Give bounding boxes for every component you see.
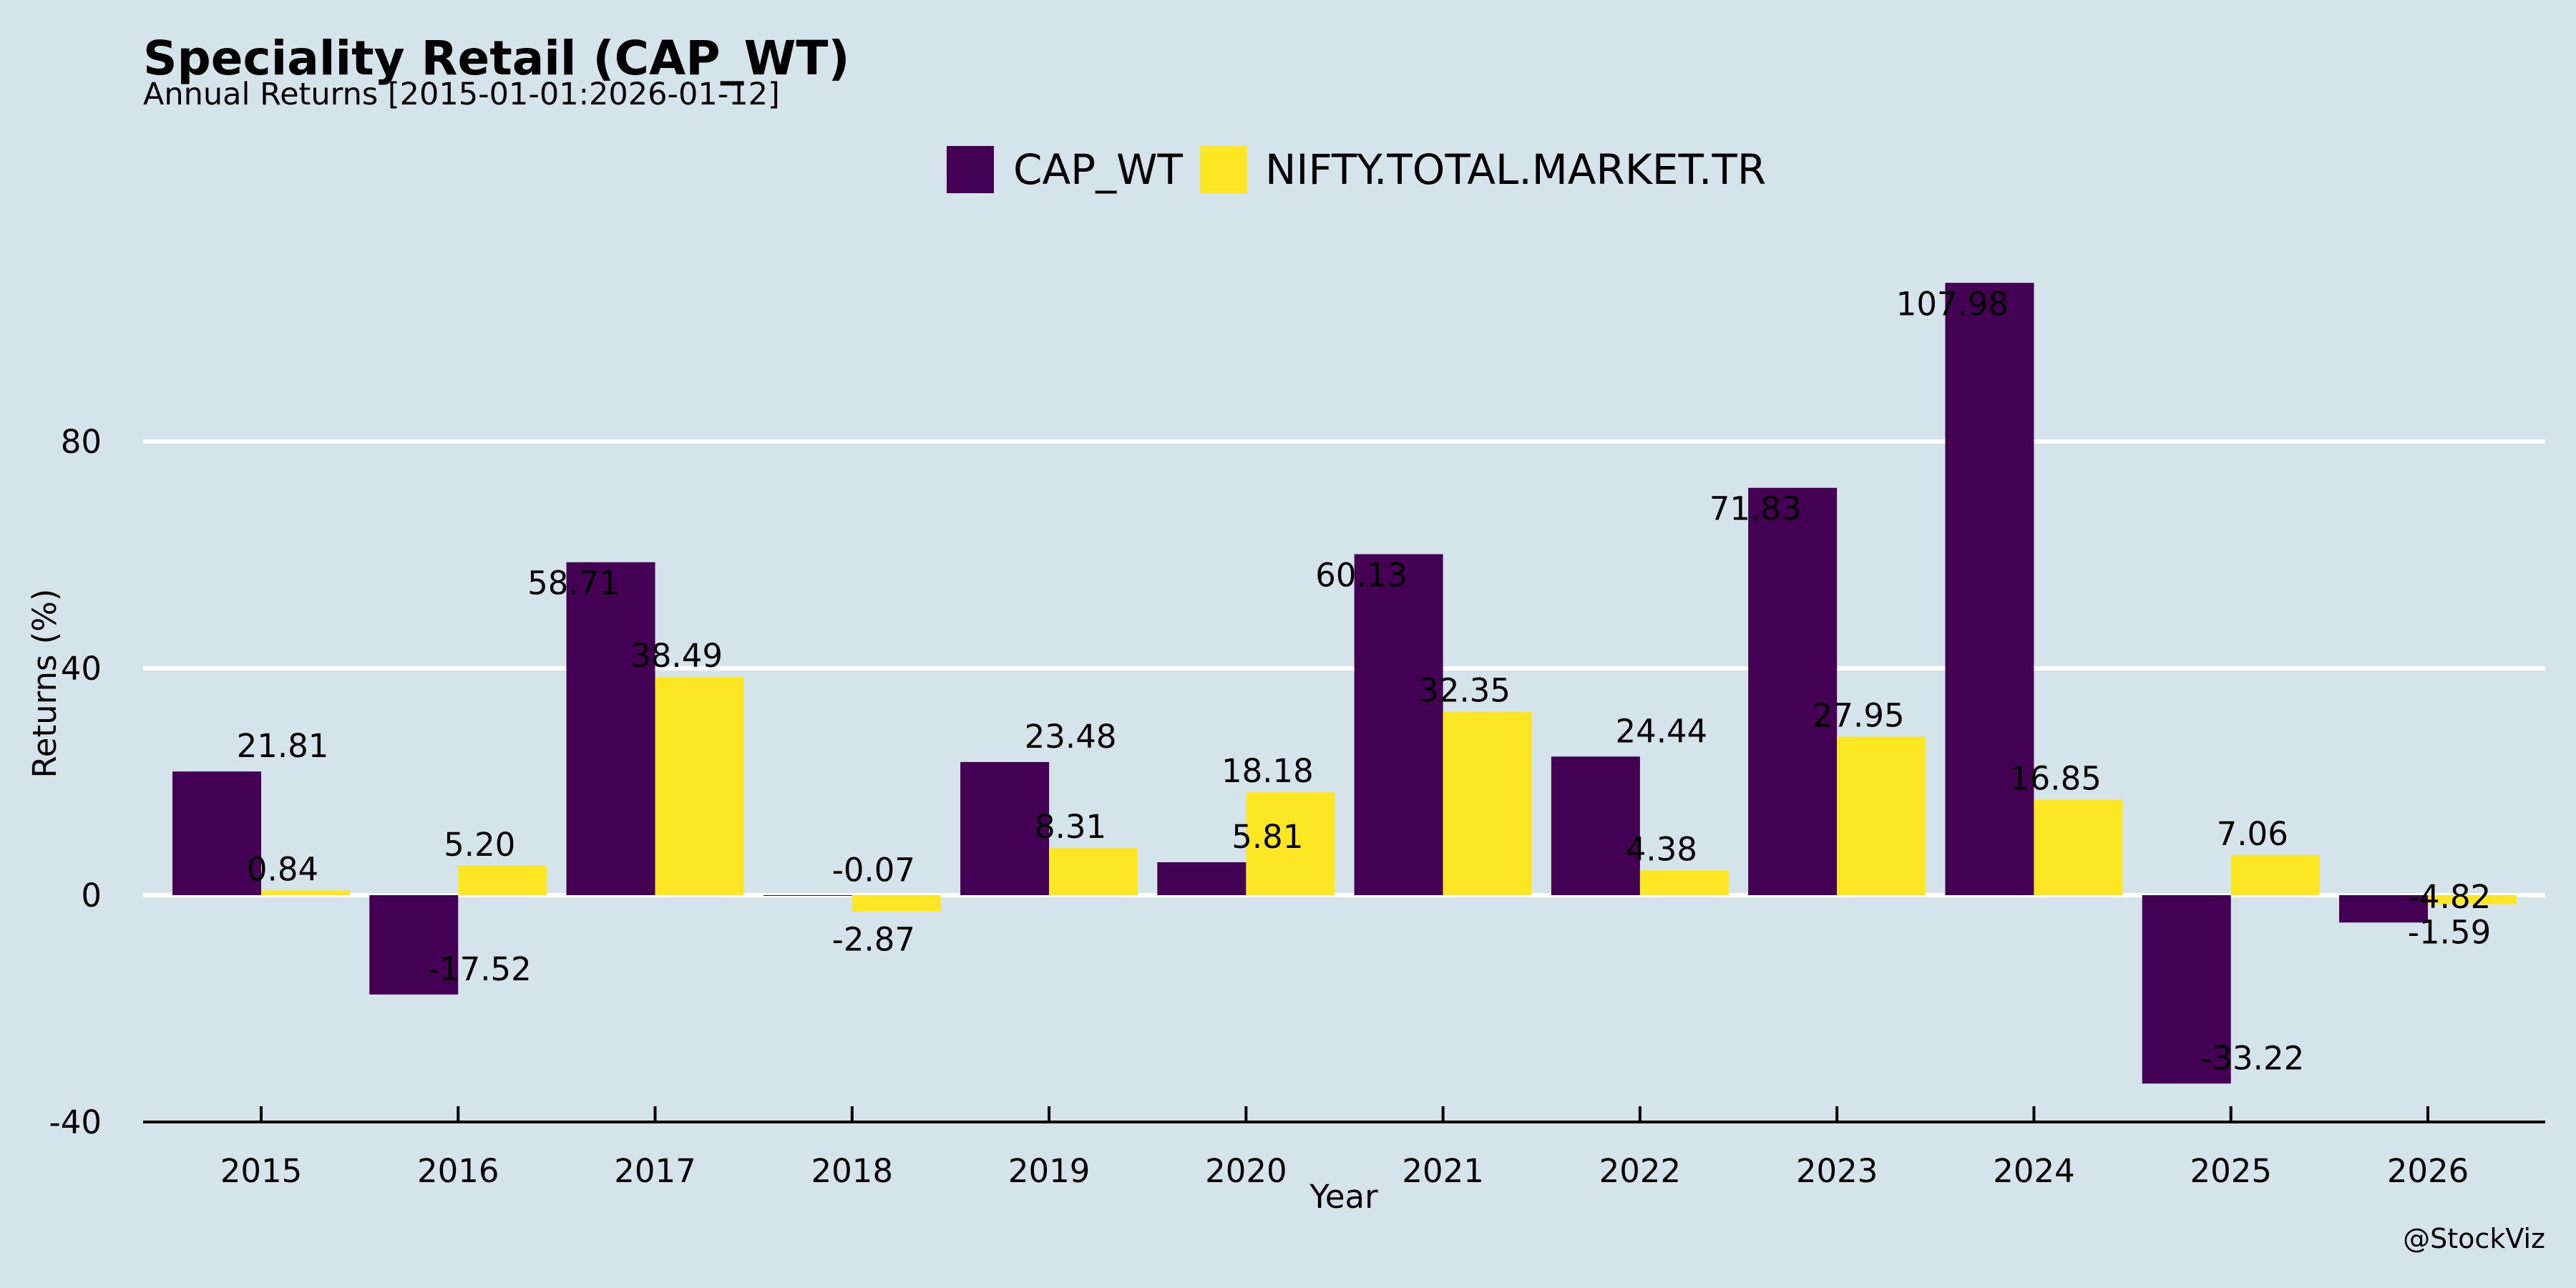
data-labels: 21.81 -17.52 58.71 -0.07 23.48 5.81 60.13 24.44… <box>237 285 2492 1077</box>
bar-nifty-2021 <box>1443 711 1532 895</box>
x-tick-label-2025: 2025 <box>2190 1152 2272 1190</box>
data-label-nifty-2020: 18.18 <box>1221 752 1314 790</box>
legend-swatch-cap-wt <box>947 146 994 193</box>
bar-cap-wt-2019 <box>960 761 1050 895</box>
x-tick-label-2024: 2024 <box>1993 1152 2075 1190</box>
data-label-nifty-2016: 5.20 <box>444 826 515 864</box>
data-label-nifty-2018: -2.87 <box>832 921 915 959</box>
legend: CAP_WT NIFTY.TOTAL.MARKET.TR <box>947 145 1766 194</box>
x-tick-label-2018: 2018 <box>811 1152 894 1190</box>
bar-nifty-2019 <box>1049 848 1138 895</box>
data-label-cap-wt-2016: -17.52 <box>428 950 532 988</box>
watermark: @StockViz <box>2403 1223 2545 1254</box>
x-tick-label-2023: 2023 <box>1796 1152 1878 1190</box>
data-label-nifty-2017: 38.49 <box>630 637 723 675</box>
data-label-cap-wt-2025: -33.22 <box>2200 1039 2304 1077</box>
bar-nifty-2025 <box>2230 855 2320 895</box>
chart-subtitle: Annual Returns [2015-01-01:2026-01-12] <box>143 77 780 112</box>
bar-nifty-2023 <box>1837 736 1926 895</box>
bar-cap-wt-2024 <box>1945 283 2034 895</box>
data-label-cap-wt-2017: 58.71 <box>527 565 620 602</box>
bar-nifty-2020 <box>1246 791 1335 895</box>
y-tick-label-40: 40 <box>61 650 102 688</box>
data-label-cap-wt-2023: 71.83 <box>1709 490 1802 528</box>
bar-cap-wt-2022 <box>1551 756 1640 895</box>
bar-nifty-2024 <box>2034 799 2123 895</box>
x-tick-label-2026: 2026 <box>2387 1152 2469 1190</box>
bar-cap-wt-2023 <box>1748 487 1838 895</box>
x-tick-labels: 2015 2016 2017 2018 2019 2020 2021 2022 2023 2024… <box>220 1152 2469 1190</box>
bar-nifty-2026 <box>2428 895 2517 904</box>
x-tick-label-2019: 2019 <box>1008 1152 1091 1190</box>
data-label-cap-wt-2015: 21.81 <box>237 727 329 765</box>
y-tick-labels: -40 0 40 80 <box>49 423 102 1141</box>
y-tick-label-0: 0 <box>81 877 102 914</box>
y-tick-label-80: 80 <box>61 423 102 461</box>
x-tick-label-2022: 2022 <box>1599 1152 1682 1190</box>
bar-cap-wt-2015 <box>172 771 261 895</box>
bar-nifty-2018 <box>852 895 941 912</box>
x-tick-label-2017: 2017 <box>614 1152 696 1190</box>
bar-cap-wt-2025 <box>2142 895 2231 1084</box>
data-label-cap-wt-2026: -4.82 <box>2408 878 2491 916</box>
legend-swatch-nifty-total-market-tr <box>1200 146 1247 193</box>
bar-nifty-2017 <box>655 676 744 895</box>
bar-cap-wt-2016 <box>369 895 459 995</box>
bars <box>172 283 2517 1084</box>
data-label-cap-wt-2021: 60.13 <box>1315 556 1407 594</box>
bar-nifty-2016 <box>458 865 547 895</box>
legend-label-nifty-total-market-tr: NIFTY.TOTAL.MARKET.TR <box>1265 145 1766 194</box>
x-tick-label-2015: 2015 <box>220 1152 303 1190</box>
bar-nifty-2015 <box>261 890 350 895</box>
bar-cap-wt-2026 <box>2339 895 2428 923</box>
data-label-cap-wt-2024: 107.98 <box>1896 285 2009 323</box>
data-label-nifty-2024: 16.85 <box>2009 759 2102 797</box>
data-label-nifty-2015: 0.84 <box>247 850 318 888</box>
x-tick-label-2016: 2016 <box>417 1152 499 1190</box>
bar-cap-wt-2018 <box>763 895 852 896</box>
chart-title: Speciality Retail (CAP_WT) <box>143 31 850 86</box>
bar-cap-wt-2021 <box>1354 554 1443 895</box>
data-label-cap-wt-2019: 23.48 <box>1025 718 1117 756</box>
legend-label-cap-wt: CAP_WT <box>1013 145 1183 194</box>
y-axis-label: Returns (%) <box>26 589 64 779</box>
data-label-cap-wt-2022: 24.44 <box>1615 712 1707 750</box>
axes <box>143 1106 2545 1123</box>
bar-nifty-2022 <box>1639 870 1729 895</box>
x-axis-label: Year <box>1309 1178 1378 1216</box>
x-tick-label-2020: 2020 <box>1205 1152 1287 1190</box>
data-label-nifty-2023: 27.95 <box>1813 696 1905 734</box>
data-label-cap-wt-2020: 5.81 <box>1231 818 1303 856</box>
data-label-cap-wt-2018: -0.07 <box>832 852 915 889</box>
bar-cap-wt-2017 <box>566 562 655 895</box>
data-label-nifty-2026: -1.59 <box>2408 914 2491 952</box>
data-label-nifty-2022: 4.38 <box>1626 830 1697 868</box>
x-tick-label-2021: 2021 <box>1402 1152 1484 1190</box>
data-label-nifty-2025: 7.06 <box>2217 815 2288 853</box>
bar-cap-wt-2020 <box>1157 862 1246 895</box>
data-label-nifty-2021: 32.35 <box>1418 672 1511 710</box>
y-tick-label--40: -40 <box>49 1103 102 1141</box>
data-label-nifty-2019: 8.31 <box>1035 808 1106 846</box>
